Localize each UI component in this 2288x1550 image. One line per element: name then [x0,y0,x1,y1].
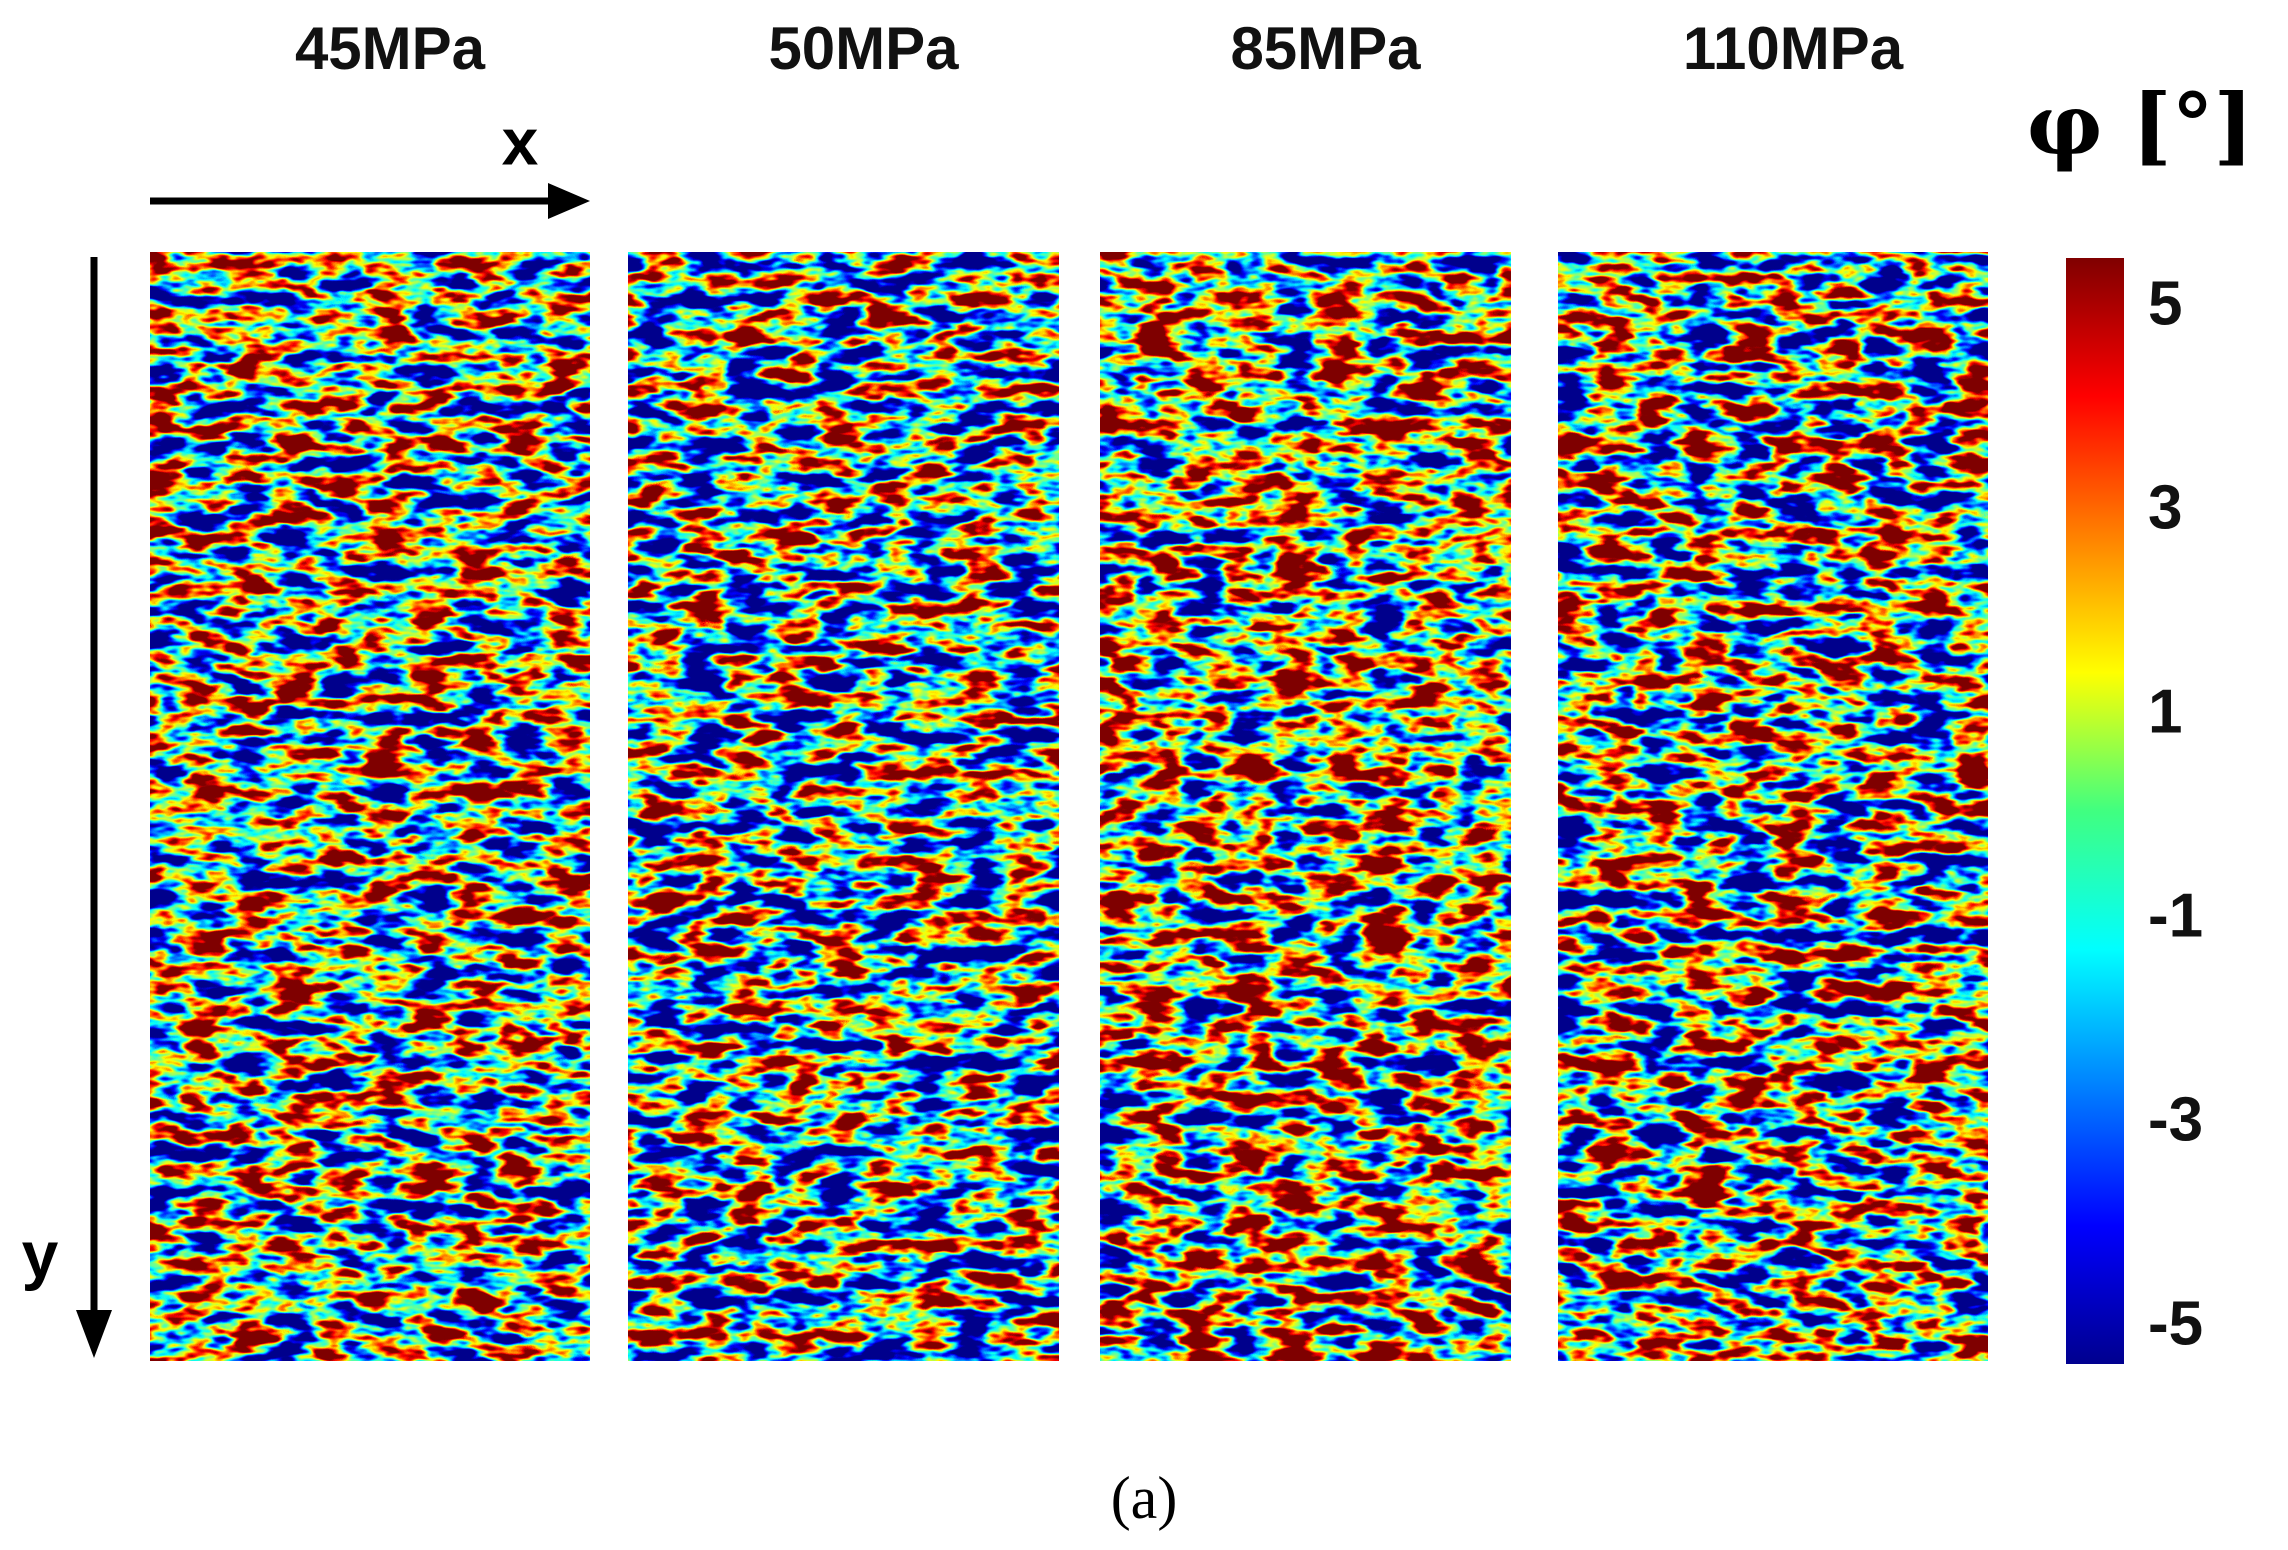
y-label: y [22,1217,59,1291]
colorbar-label: φ [°] [2027,75,2254,174]
x-label: x [502,104,539,178]
heatmap-panel [628,252,1059,1361]
y-arrow-head [76,1310,112,1358]
panel-title: 50MPa [768,15,959,82]
caption: (a) [1111,1465,1178,1531]
colorbar-tick-label: 3 [2148,473,2182,542]
x-arrow-head [548,183,590,219]
panel-title: 85MPa [1230,15,1421,82]
heatmap-panel [150,252,590,1361]
colorbar-tick-label: 5 [2148,269,2182,338]
heatmap-panel [1100,252,1511,1361]
colorbar-tick-label: -3 [2148,1085,2203,1154]
panel-title: 110MPa [1683,15,1904,82]
colorbar-tick-label: -1 [2148,881,2203,950]
heatmap-panel [1558,252,1988,1361]
panel-title: 45MPa [295,15,486,82]
colorbar-tick-label: -5 [2148,1289,2203,1358]
colorbar-tick-label: 1 [2148,677,2182,746]
colorbar [2066,258,2124,1364]
